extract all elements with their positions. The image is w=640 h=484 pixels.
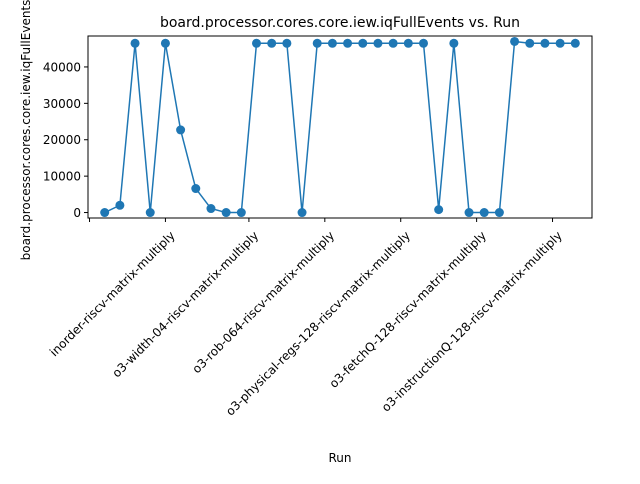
data-point: [494, 208, 504, 218]
series-layer: [100, 36, 580, 218]
data-point: [100, 208, 110, 218]
data-point: [312, 38, 322, 48]
data-point: [555, 38, 565, 48]
data-point: [358, 38, 368, 48]
data-point: [176, 125, 186, 135]
data-point: [479, 208, 489, 218]
chart-title: board.processor.cores.core.iew.iqFullEve…: [160, 15, 520, 31]
plot-area-frame: [87, 35, 593, 219]
y-tick-label: 30000: [43, 97, 81, 111]
y-axis-label: board.processor.cores.core.iew.iqFullEve…: [19, 0, 33, 260]
data-point: [145, 208, 155, 218]
y-tick-label: 40000: [43, 60, 81, 74]
data-point: [130, 38, 140, 48]
data-point: [236, 208, 246, 218]
y-tick-label: 0: [73, 206, 81, 220]
data-point: [388, 38, 398, 48]
y-tick-label: 10000: [43, 170, 81, 184]
data-point: [160, 38, 170, 48]
y-tick-label: 20000: [43, 133, 81, 147]
data-point: [464, 208, 474, 218]
data-point: [343, 38, 353, 48]
data-point: [267, 38, 277, 48]
data-point: [297, 208, 307, 218]
data-point: [282, 38, 292, 48]
data-point: [327, 38, 337, 48]
data-point: [206, 204, 216, 214]
data-point: [191, 184, 201, 194]
data-point: [252, 38, 262, 48]
y-axis: 0 10000 20000 30000 40000: [43, 60, 88, 220]
data-point: [540, 38, 550, 48]
data-point: [434, 205, 444, 215]
data-point: [570, 38, 580, 48]
data-point: [221, 208, 231, 218]
data-point: [449, 38, 459, 48]
data-point: [373, 38, 383, 48]
data-point: [115, 200, 125, 210]
x-axis-label: Run: [328, 451, 351, 465]
data-point: [525, 38, 535, 48]
data-point: [418, 38, 428, 48]
data-point: [510, 36, 520, 46]
data-point: [403, 38, 413, 48]
